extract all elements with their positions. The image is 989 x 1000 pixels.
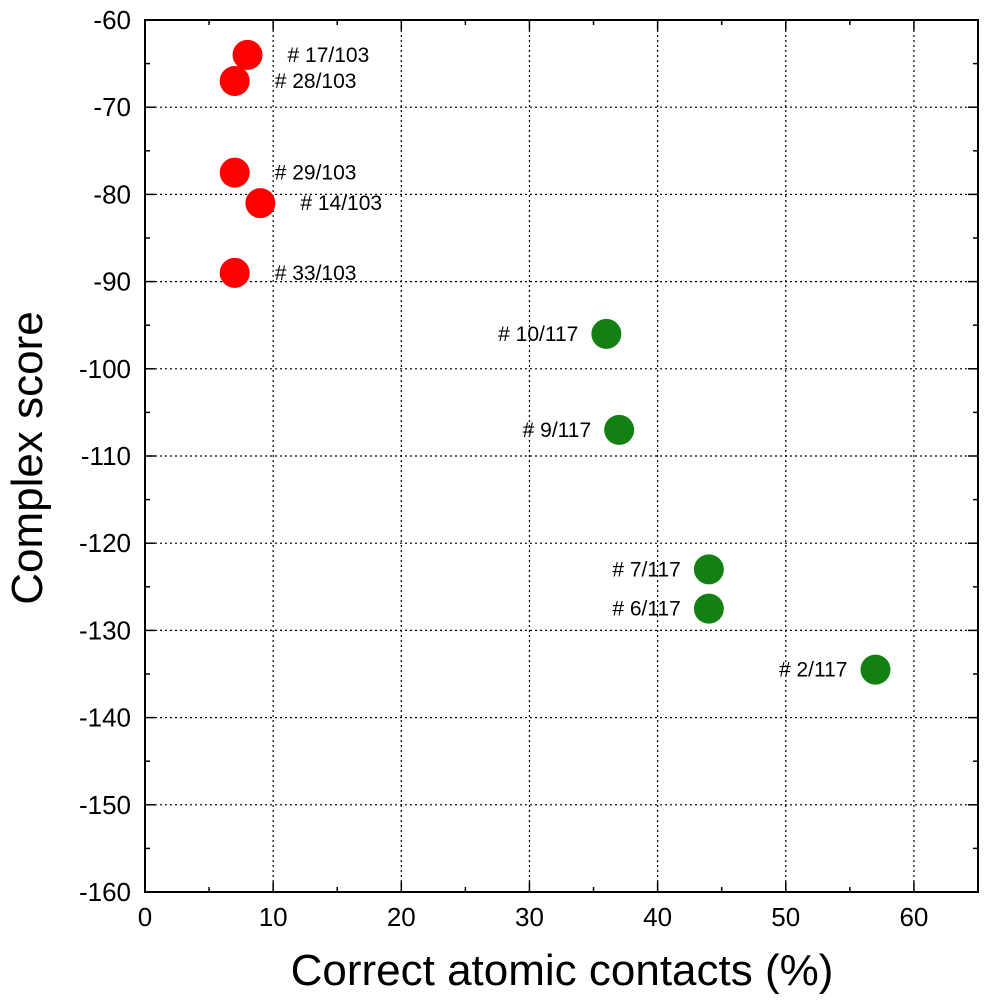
- x-axis-title: Correct atomic contacts (%): [291, 946, 834, 995]
- point-label: # 14/103: [300, 192, 382, 215]
- y-tick-label: -160: [79, 877, 131, 907]
- data-points: [219, 39, 891, 685]
- y-tick-label: -130: [79, 615, 131, 645]
- y-tick-label: -80: [93, 179, 131, 209]
- point-label: # 33/103: [275, 262, 357, 285]
- y-tick-label: -100: [79, 354, 131, 384]
- point-label: # 29/103: [275, 162, 357, 185]
- data-point: [219, 66, 250, 97]
- point-label: # 2/117: [779, 659, 848, 682]
- y-tick-labels: -60 -70 -80 -90 -100 -110 -120 -130 -140 -150 -160: [79, 5, 131, 907]
- y-tick-label: -110: [81, 441, 131, 471]
- data-point: [604, 414, 635, 445]
- y-tick-label: -60: [93, 5, 131, 35]
- x-tick-label: 30: [515, 902, 544, 932]
- y-tick-label: -140: [79, 703, 131, 733]
- plot-frame: [144, 19, 979, 893]
- point-label: # 28/103: [275, 70, 357, 93]
- data-point: [591, 318, 622, 349]
- x-tick-label: 40: [643, 902, 672, 932]
- data-point: [693, 593, 724, 624]
- data-point: [860, 654, 891, 685]
- data-point: [219, 257, 250, 288]
- grid-lines: [145, 20, 978, 892]
- y-axis-title: Complex score: [3, 311, 52, 604]
- point-label: # 10/117: [498, 323, 578, 346]
- y-tick-label: -150: [79, 790, 131, 820]
- point-label: # 6/117: [612, 598, 681, 621]
- y-tick-label: -70: [93, 92, 131, 122]
- data-point: [245, 188, 276, 219]
- x-tick-label: 60: [899, 902, 928, 932]
- y-tick-label: -120: [79, 528, 131, 558]
- point-label: # 9/117: [523, 419, 592, 442]
- x-tick-label: 10: [259, 902, 288, 932]
- x-tick-label: 50: [771, 902, 800, 932]
- point-label: # 17/103: [288, 44, 370, 67]
- x-tick-label: 0: [138, 902, 152, 932]
- data-point: [232, 39, 263, 70]
- point-labels: # 17/103 # 28/103 # 29/103 # 14/103 # 33/103…: [275, 44, 848, 682]
- data-point: [219, 157, 250, 188]
- data-point: [693, 554, 724, 585]
- x-tick-label: 20: [387, 902, 416, 932]
- y-tick-label: -90: [93, 267, 131, 297]
- x-tick-labels: 0 10 20 30 40 50 60: [138, 902, 929, 932]
- point-label: # 7/117: [612, 558, 681, 581]
